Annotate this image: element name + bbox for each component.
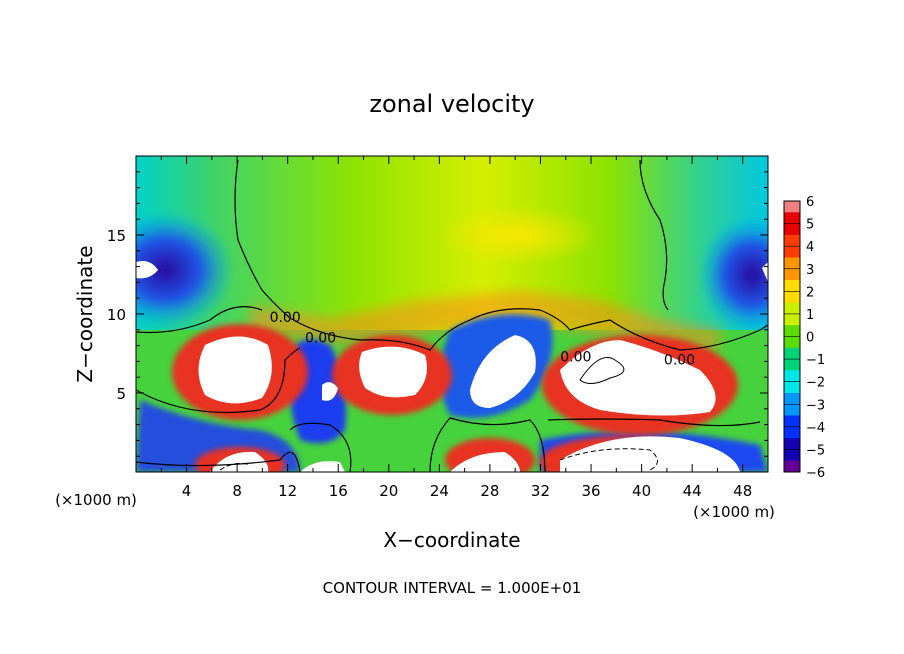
x-tick-label: 8 [232, 482, 242, 500]
colorbar-swatch [784, 291, 800, 304]
colorbar-swatch [784, 313, 800, 326]
colorbar-swatch [784, 268, 800, 281]
x-tick-label: 20 [379, 482, 398, 500]
colorbar-swatch [784, 201, 800, 213]
colorbar-swatch [784, 325, 800, 337]
colorbar-label: −4 [806, 421, 825, 436]
colorbar-swatch [784, 460, 800, 473]
colorbar-label: −5 [806, 443, 825, 458]
x-tick-label: 40 [632, 482, 651, 500]
y-tick-label: 15 [107, 227, 126, 245]
colorbar-label: −6 [806, 466, 825, 481]
colorbar-swatch [784, 415, 800, 428]
x-tick-label: 36 [581, 482, 600, 500]
colorbar-swatch [784, 347, 800, 360]
colorbar-label: 5 [806, 218, 814, 233]
colorbar: 6 5 4 3 2 1 0 −1 −2 −3 −4 −5 −6 [783, 195, 825, 481]
colorbar-label: −3 [806, 398, 825, 413]
contour-label: 0.00 [270, 310, 301, 326]
colorbar-swatch [784, 426, 800, 439]
colorbar-label: 3 [806, 263, 814, 278]
x-tick-label: 48 [733, 482, 752, 500]
y-tick-label: 10 [107, 306, 126, 324]
y-axis-label: Z−coordinate [73, 245, 97, 382]
y-tick-label: 5 [116, 385, 126, 403]
colorbar-swatch [784, 449, 800, 462]
contour-label: 0.00 [305, 330, 336, 346]
colorbar-label: −1 [806, 353, 825, 368]
colorbar-swatch [784, 212, 800, 225]
x-unit-left: (×1000 m) [55, 491, 137, 509]
x-unit-right: (×1000 m) [693, 503, 775, 521]
colorbar-label: 6 [806, 195, 814, 210]
colorbar-label: 2 [806, 285, 814, 300]
colorbar-swatch [784, 223, 800, 236]
contour-interval-note: CONTOUR INTERVAL = 1.000E+01 [323, 579, 582, 597]
colorbar-swatch [784, 370, 800, 383]
colorbar-label: 1 [806, 308, 814, 323]
contour-label: 0.00 [664, 353, 695, 369]
chart-title: zonal velocity [369, 90, 534, 118]
x-tick-label: 16 [329, 482, 348, 500]
x-axis-ticks: 4 8 12 16 20 24 28 32 36 40 44 48 [160, 156, 752, 500]
x-axis-label: X−coordinate [383, 528, 520, 552]
colorbar-swatch [784, 246, 800, 258]
x-tick-label: 44 [683, 482, 702, 500]
contour-labels: 0.000.000.000.00 [270, 310, 696, 369]
heatmap-field [136, 156, 768, 472]
contour-label: 0.00 [560, 349, 591, 365]
colorbar-swatch [784, 336, 800, 349]
colorbar-swatch [784, 392, 800, 405]
colorbar-label: 0 [806, 331, 814, 346]
x-tick-label: 28 [480, 482, 499, 500]
colorbar-swatch [784, 257, 800, 270]
x-tick-label: 32 [531, 482, 550, 500]
colorbar-swatch [784, 404, 800, 417]
x-tick-label: 4 [182, 482, 192, 500]
colorbar-swatch [784, 359, 800, 371]
colorbar-swatch [784, 438, 800, 450]
colorbar-swatch [784, 234, 800, 247]
colorbar-label: −2 [806, 376, 825, 391]
colorbar-swatch [784, 280, 800, 292]
x-tick-label: 24 [430, 482, 449, 500]
colorbar-swatch [784, 381, 800, 394]
colorbar-swatch [784, 302, 800, 315]
x-tick-label: 12 [278, 482, 297, 500]
colorbar-label: 4 [806, 240, 814, 255]
y-axis-ticks: 5 10 15 [107, 171, 768, 457]
